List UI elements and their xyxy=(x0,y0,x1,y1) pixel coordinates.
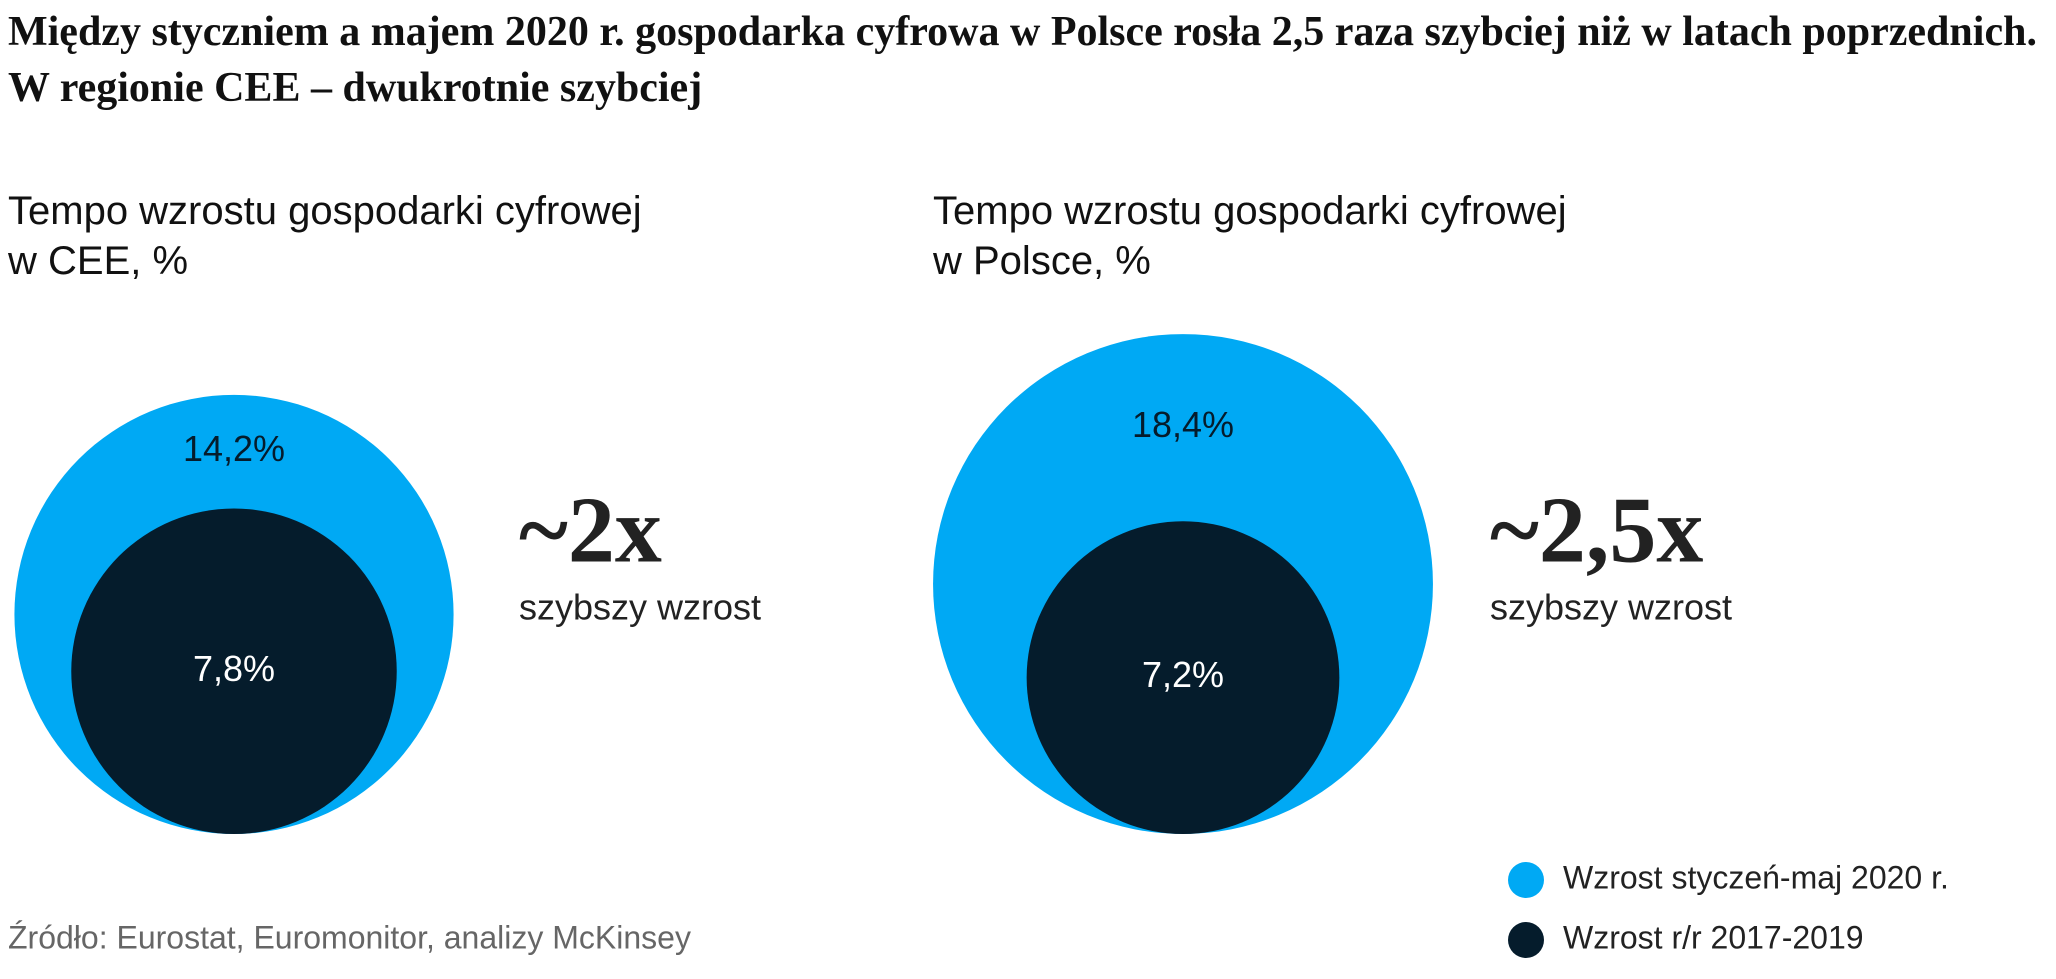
bubble xyxy=(71,508,397,834)
chart-subtitle: Tempo wzrostu gospodarki cyfrowej w CEE,… xyxy=(8,189,642,283)
annotation-subtext: szybszy wzrost xyxy=(519,587,761,628)
annotation: ~2x xyxy=(519,479,662,583)
value-label: 7,2% xyxy=(1142,654,1224,695)
value-label: 18,4% xyxy=(1132,404,1234,445)
legend-label: Wzrost r/r 2017-2019 xyxy=(1563,919,1864,955)
annotation-subtext: szybszy wzrost xyxy=(1490,587,1732,628)
value-label: 14,2% xyxy=(183,428,285,469)
value-label: 7,8% xyxy=(193,648,275,689)
legend-label: Wzrost styczeń-maj 2020 r. xyxy=(1563,859,1949,895)
annotation: ~2,5x xyxy=(1490,479,1703,583)
legend-marker xyxy=(1508,922,1544,958)
source: Źródło: Eurostat, Euromonitor, analizy M… xyxy=(8,919,691,955)
legend-marker xyxy=(1508,862,1544,898)
bubble xyxy=(1026,521,1340,834)
page-title: Między styczniem a majem 2020 r. gospoda… xyxy=(8,9,2037,111)
chart-subtitle: Tempo wzrostu gospodarki cyfrowej w Pols… xyxy=(933,189,1567,283)
